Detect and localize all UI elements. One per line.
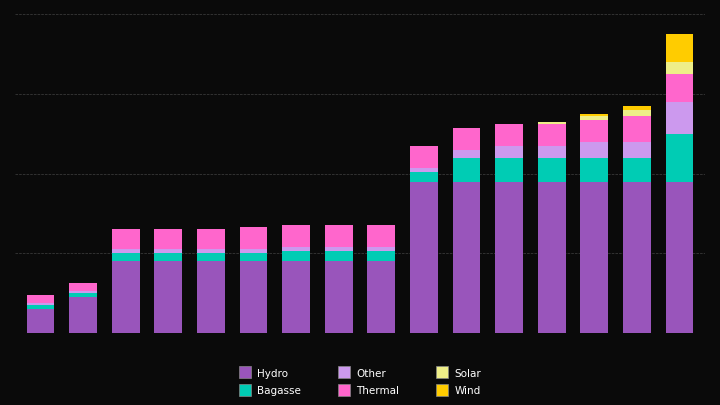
Bar — [197, 262, 225, 333]
Bar — [623, 111, 651, 117]
Bar — [282, 248, 310, 252]
Bar — [495, 124, 523, 146]
Bar — [495, 182, 523, 333]
Bar — [27, 303, 55, 305]
Bar — [410, 172, 438, 182]
Bar — [367, 252, 395, 262]
Bar — [623, 158, 651, 182]
Bar — [27, 305, 55, 309]
Bar — [197, 254, 225, 262]
Bar — [112, 254, 140, 262]
Bar — [665, 134, 693, 182]
Bar — [665, 102, 693, 134]
Bar — [623, 142, 651, 158]
Bar — [623, 107, 651, 111]
Bar — [538, 182, 565, 333]
Bar — [27, 309, 55, 333]
Bar — [538, 146, 565, 158]
Bar — [538, 158, 565, 182]
Bar — [325, 226, 353, 248]
Bar — [410, 146, 438, 168]
Bar — [665, 63, 693, 75]
Bar — [623, 182, 651, 333]
Bar — [197, 230, 225, 250]
Bar — [580, 115, 608, 117]
Bar — [240, 254, 267, 262]
Bar — [367, 226, 395, 248]
Bar — [240, 228, 267, 250]
Bar — [453, 182, 480, 333]
Bar — [112, 230, 140, 250]
Bar — [69, 292, 97, 294]
Bar — [367, 248, 395, 252]
Bar — [665, 182, 693, 333]
Bar — [240, 262, 267, 333]
Bar — [325, 262, 353, 333]
Bar — [410, 182, 438, 333]
Bar — [580, 158, 608, 182]
Bar — [538, 122, 565, 124]
Bar — [27, 296, 55, 303]
Bar — [69, 298, 97, 333]
Legend: Hydro, Bagasse, Other, Thermal, Solar, Wind: Hydro, Bagasse, Other, Thermal, Solar, W… — [235, 362, 485, 400]
Bar — [112, 262, 140, 333]
Bar — [325, 252, 353, 262]
Bar — [69, 294, 97, 298]
Bar — [155, 230, 182, 250]
Bar — [665, 75, 693, 102]
Bar — [197, 250, 225, 254]
Bar — [665, 35, 693, 63]
Bar — [155, 250, 182, 254]
Bar — [240, 250, 267, 254]
Bar — [112, 250, 140, 254]
Bar — [580, 120, 608, 142]
Bar — [410, 168, 438, 172]
Bar — [282, 252, 310, 262]
Bar — [495, 146, 523, 158]
Bar — [155, 254, 182, 262]
Bar — [453, 150, 480, 158]
Bar — [453, 158, 480, 182]
Bar — [538, 124, 565, 146]
Bar — [580, 117, 608, 120]
Bar — [155, 262, 182, 333]
Bar — [453, 128, 480, 150]
Bar — [580, 142, 608, 158]
Bar — [623, 117, 651, 142]
Bar — [282, 226, 310, 248]
Bar — [580, 182, 608, 333]
Bar — [495, 158, 523, 182]
Bar — [282, 262, 310, 333]
Bar — [69, 284, 97, 292]
Bar — [367, 262, 395, 333]
Bar — [325, 248, 353, 252]
